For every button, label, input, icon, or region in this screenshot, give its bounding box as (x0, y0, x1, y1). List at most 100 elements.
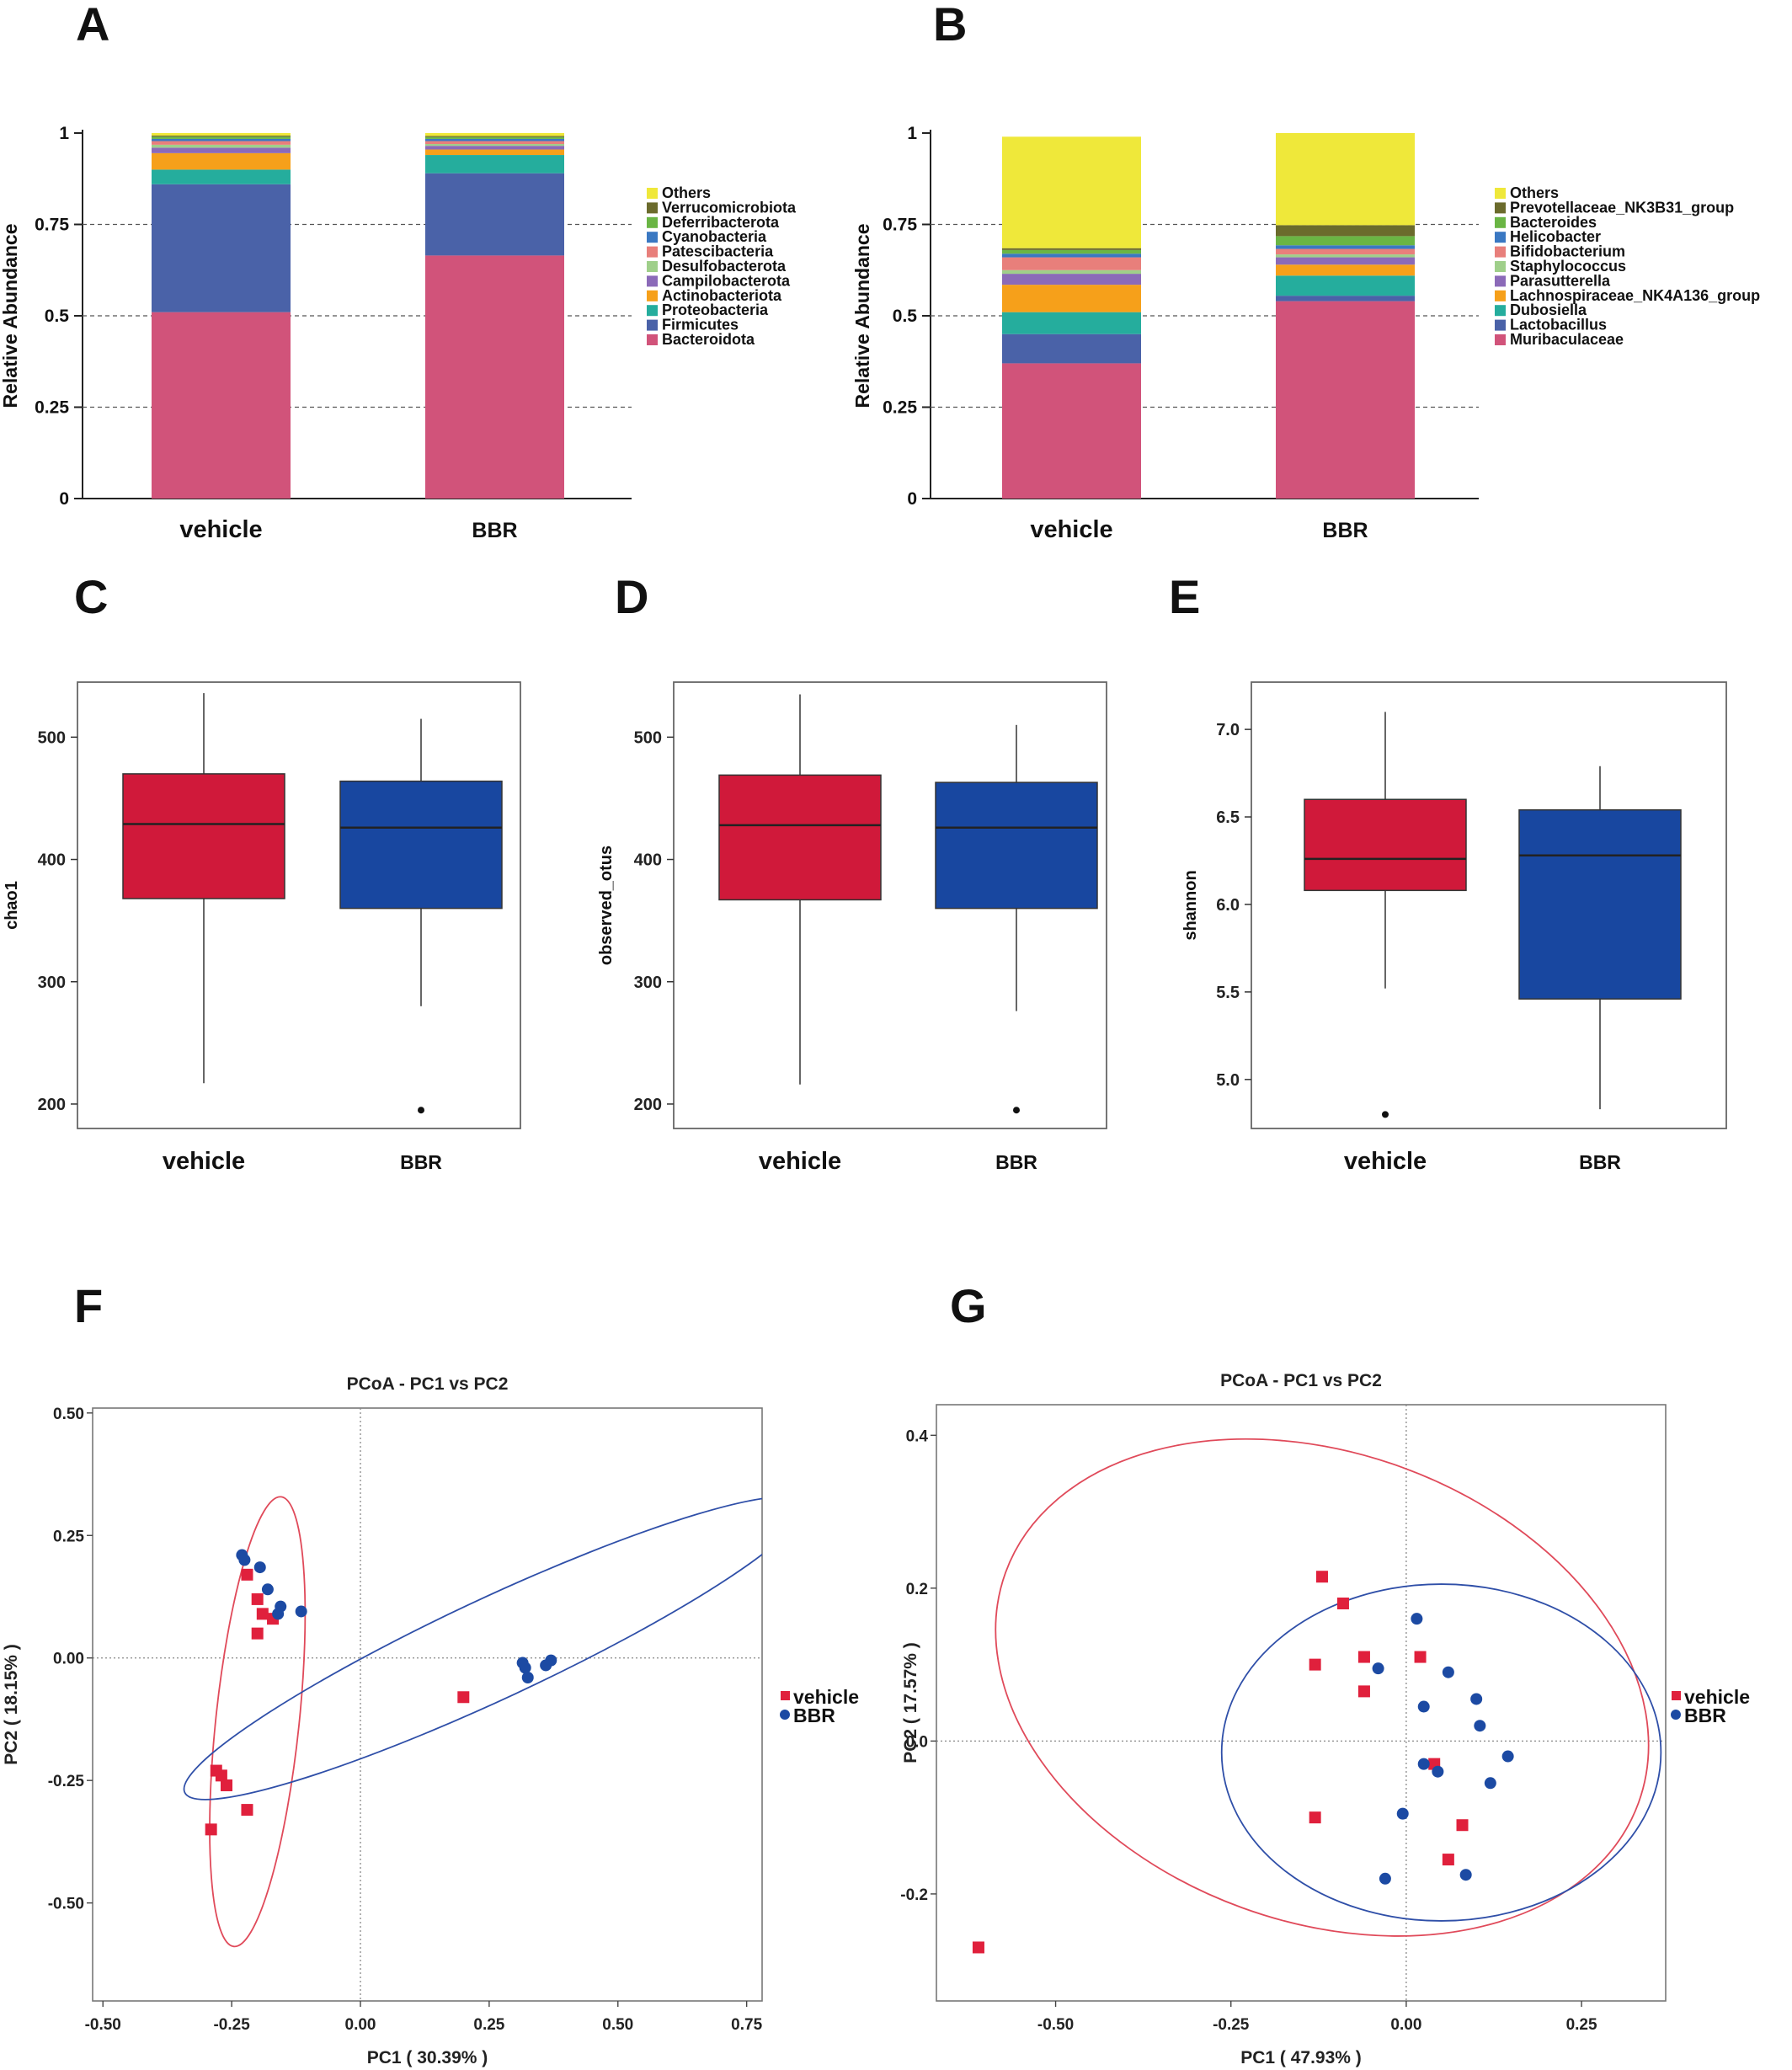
legend-label: Lachnospiraceae_NK4A136_group (1510, 287, 1760, 304)
y-tick-label: 0 (59, 489, 69, 509)
bar-segment-Prevotellaceae_NK3B31_group-BBR (1276, 225, 1415, 237)
point-BBR (253, 1561, 266, 1574)
point-BBR (295, 1605, 307, 1618)
bar-segment-Campilobacterota-vehicle (152, 147, 291, 153)
bar-segment-Others-BBR (1276, 133, 1415, 226)
legend-swatch (647, 232, 658, 243)
legend-label: Proteobacteria (662, 301, 769, 318)
y-axis-label: PC2 ( 18.15% ) (2, 1644, 21, 1765)
y-tick-label: 7.0 (1216, 721, 1240, 739)
outlier-point (418, 1107, 424, 1114)
legend-label: Helicobacter (1510, 228, 1601, 245)
legend-swatch (1495, 202, 1506, 214)
y-tick-label: 0.75 (35, 216, 69, 235)
box-vehicle (1304, 798, 1467, 892)
y-tick-label: 5.5 (1216, 984, 1240, 1002)
bar-segment-Deferribacterota-BBR (425, 136, 564, 139)
bar-segment-Bifidobacterium-BBR (1276, 248, 1415, 255)
y-tick-label: 1 (907, 124, 917, 143)
legend-label: Firmicutes (662, 317, 739, 333)
legend-marker-bbr (780, 1710, 790, 1720)
point-BBR (238, 1554, 251, 1566)
legend-swatch (1495, 188, 1506, 199)
bar-segment-Desulfobacterota-vehicle (152, 144, 291, 148)
bar-segment-Parasutterella-BBR (1276, 257, 1415, 265)
y-tick-label: 200 (38, 1096, 66, 1114)
legend-label: Parasutterella (1510, 272, 1611, 289)
x-tick-label: vehicle (759, 1148, 841, 1175)
legend-swatch (647, 290, 658, 301)
legend-marker-vehicle (1672, 1691, 1681, 1700)
bar-segment-Lactobacillus-BBR (1276, 296, 1415, 301)
outlier-point (1382, 1111, 1389, 1118)
confidence-ellipse-vehicle (209, 1496, 307, 1948)
bar-segment-Deferribacterota-vehicle (152, 136, 291, 139)
point-vehicle (205, 1823, 217, 1836)
bar-segment-Helicobacter-BBR (1276, 245, 1415, 249)
outlier-point (1013, 1107, 1020, 1114)
bar-segment-Muribaculaceae-vehicle (1002, 363, 1141, 499)
x-tick-label: vehicle (1344, 1148, 1427, 1175)
point-vehicle (1309, 1811, 1321, 1824)
x-tick-label: -0.50 (85, 2016, 121, 2034)
bar-segment-Lactobacillus-vehicle (1002, 333, 1141, 364)
point-BBR (1417, 1758, 1430, 1770)
point-BBR (272, 1608, 285, 1620)
legend-swatch (647, 305, 658, 317)
legend-swatch (647, 188, 658, 199)
y-tick-label: 0.5 (45, 307, 70, 326)
box-plot-C: 200 300 400 500 chao1 vehicle BBR (3, 681, 521, 1175)
point-BBR (1417, 1700, 1430, 1713)
bar-segment-Bifidobacterium-vehicle (1002, 257, 1141, 270)
bar-segment-Bacteroidota-BBR (425, 255, 564, 499)
y-tick-label: -0.50 (48, 1896, 84, 1913)
legend-swatch (647, 202, 658, 214)
box-vehicle (122, 773, 285, 899)
legend-label: Campilobacterota (662, 272, 791, 289)
x-tick-label: -0.25 (1213, 2016, 1250, 2034)
bar-segment-Cyanobacteria-vehicle (152, 138, 291, 141)
point-vehicle (1442, 1854, 1454, 1866)
point-vehicle (251, 1593, 264, 1605)
legend-swatch (1495, 246, 1506, 258)
y-tick-label: -0.2 (900, 1886, 928, 1904)
point-vehicle (215, 1769, 227, 1782)
legend-label: BBR (793, 1705, 835, 1726)
y-tick-label: 0.75 (883, 216, 917, 235)
y-tick-label: 0.25 (883, 398, 917, 418)
legend-label: Staphylococcus (1510, 258, 1626, 275)
bar-segment-Patescibacteria-vehicle (152, 141, 291, 145)
panel-letter-D: D (615, 570, 648, 623)
bar-segment-Firmicutes-vehicle (152, 184, 291, 312)
bar-segment-Others-vehicle (152, 133, 291, 136)
confidence-ellipse-BBR (183, 1496, 762, 1801)
x-tick-label: -0.25 (213, 2016, 250, 2034)
legend-swatch (647, 216, 658, 228)
point-BBR (1470, 1693, 1483, 1705)
x-tick-label: BBR (472, 519, 517, 542)
bar-segment-Staphylococcus-BBR (1276, 254, 1415, 258)
point-BBR (1372, 1662, 1384, 1675)
panel-letter-C: C (74, 570, 108, 623)
legend-label: Bacteroidota (662, 331, 755, 348)
stacked-bar-chart-B: 0 0.25 0.5 0.75 1 Relative Abundance vehicle BB… (851, 124, 1760, 543)
point-vehicle (1357, 1685, 1370, 1698)
x-tick-label: vehicle (163, 1148, 245, 1175)
legend-swatch (647, 319, 658, 331)
legend-label: Cyanobacteria (662, 228, 767, 245)
legend-swatch (1495, 334, 1506, 345)
y-tick-label: 0 (907, 489, 917, 509)
plot-frame (77, 681, 521, 1129)
chart-title: PCoA - PC1 vs PC2 (1220, 1371, 1382, 1390)
pcoa-scatter-F: PCoA - PC1 vs PC2 -0.50 -0.25 0.00 0.25 0.50 0… (2, 1374, 859, 2067)
legend-marker-bbr (1671, 1710, 1681, 1720)
bar-segment-Muribaculaceae-BBR (1276, 301, 1415, 499)
legend-label: BBR (1684, 1705, 1726, 1726)
legend-label: Deferribacterota (662, 214, 780, 231)
legend-swatch (647, 334, 658, 345)
x-tick-label: BBR (1322, 519, 1368, 542)
point-vehicle (256, 1608, 269, 1620)
y-axis-label: shannon (1181, 870, 1200, 940)
x-tick-label: 0.00 (345, 2016, 376, 2034)
panel-letter-B: B (933, 0, 967, 51)
